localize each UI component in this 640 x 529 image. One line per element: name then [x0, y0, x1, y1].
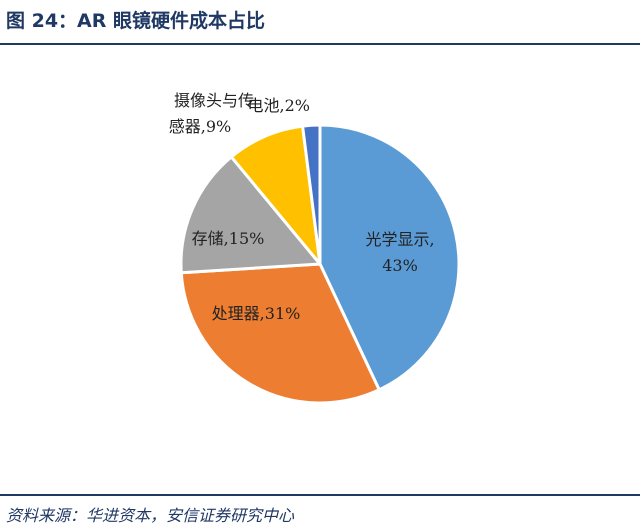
slice-label-1: 处理器,31% — [212, 304, 301, 323]
pie-slice-3 — [229, 124, 322, 266]
pie-slice-4 — [301, 123, 322, 266]
source-note: 资料来源：华进资本，安信证券研究中心 — [6, 506, 295, 525]
slice-label-3-line2: 感器,9% — [169, 117, 231, 136]
slice-label-2: 存储,15% — [192, 229, 265, 248]
slice-label-0-line2: 43% — [382, 256, 418, 275]
slice-label-3: 摄像头与传 — [174, 91, 254, 110]
pie-slice-1 — [179, 262, 381, 405]
slice-label-0: 光学显示, — [365, 230, 434, 249]
title-divider — [0, 43, 640, 45]
pie-slices — [179, 123, 461, 405]
source-divider — [0, 494, 640, 496]
slice-label-4: 电池,2% — [248, 96, 310, 115]
pie-slice-2 — [179, 155, 322, 275]
pie-slice-0 — [318, 123, 461, 392]
figure-title: 图 24：AR 眼镜硬件成本占比 — [6, 10, 266, 32]
